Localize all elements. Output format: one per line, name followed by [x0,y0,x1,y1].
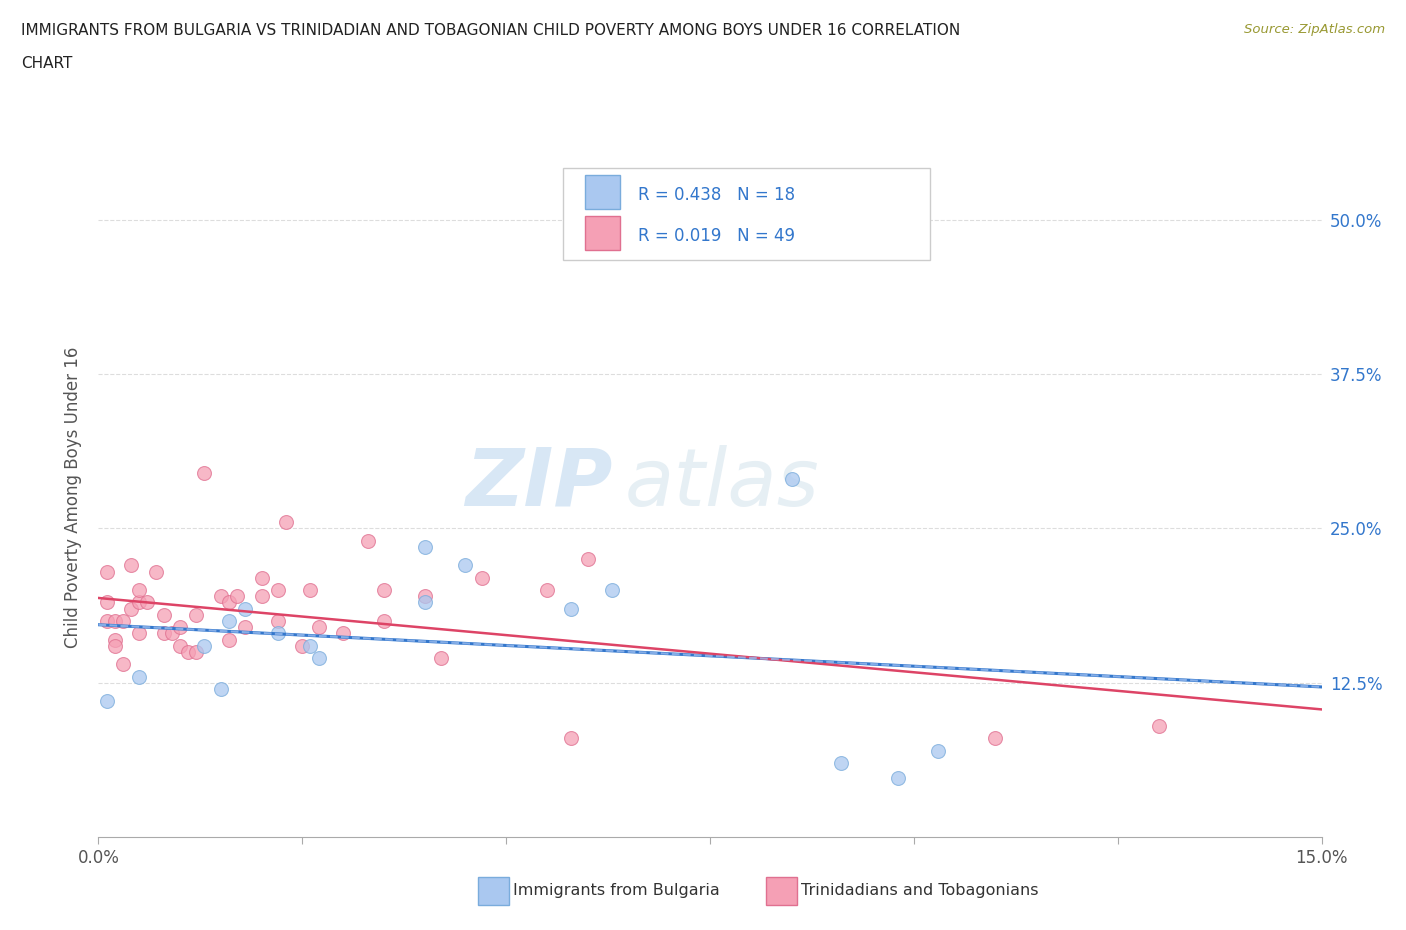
Point [250,570,273,585]
Point [96,595,118,610]
Point [250,589,273,604]
Point [120,558,142,573]
Point [1147,719,1170,734]
Point [128,626,150,641]
Point [209,682,232,697]
Point [413,539,436,554]
Point [233,619,256,634]
Point [267,614,290,629]
Point [186,644,208,659]
Point [267,583,290,598]
Point [128,669,150,684]
Point [120,601,142,616]
Point [373,583,395,598]
Point [169,638,191,653]
Point [576,551,599,566]
FancyBboxPatch shape [585,175,620,209]
Point [536,583,558,598]
Text: Immigrants from Bulgaria: Immigrants from Bulgaria [513,884,720,898]
Point [233,601,256,616]
FancyBboxPatch shape [585,216,620,250]
Point [471,570,494,585]
Point [299,638,322,653]
Point [226,589,249,604]
Point [308,619,330,634]
Point [780,472,803,486]
Text: atlas: atlas [624,445,820,523]
Point [128,595,150,610]
Point [332,626,354,641]
Text: Source: ZipAtlas.com: Source: ZipAtlas.com [1244,23,1385,36]
Point [886,770,908,785]
Point [984,731,1007,746]
Point [193,638,215,653]
Point [430,651,453,666]
Point [193,465,215,480]
Point [96,694,118,709]
Point [274,515,297,530]
Point [104,638,127,653]
Point [145,565,167,579]
FancyBboxPatch shape [564,168,931,260]
Point [128,583,150,598]
Point [373,614,395,629]
Point [356,533,378,548]
Point [104,632,127,647]
Point [927,743,949,758]
Point [209,589,232,604]
Point [111,657,134,671]
Y-axis label: Child Poverty Among Boys Under 16: Child Poverty Among Boys Under 16 [65,347,83,648]
Point [413,589,436,604]
Point [152,626,174,641]
Point [186,607,208,622]
Point [299,583,322,598]
Text: R = 0.019   N = 49: R = 0.019 N = 49 [638,227,794,246]
Text: CHART: CHART [21,56,73,71]
Point [454,558,477,573]
Point [218,595,240,610]
Point [291,638,314,653]
Text: IMMIGRANTS FROM BULGARIA VS TRINIDADIAN AND TOBAGONIAN CHILD POVERTY AMONG BOYS : IMMIGRANTS FROM BULGARIA VS TRINIDADIAN … [21,23,960,38]
Point [104,614,127,629]
Point [96,565,118,579]
Point [218,632,240,647]
Point [600,583,623,598]
Point [136,595,159,610]
Point [160,626,183,641]
Text: R = 0.438   N = 18: R = 0.438 N = 18 [638,186,794,205]
Point [560,731,582,746]
Point [177,644,200,659]
Point [111,614,134,629]
Point [267,626,290,641]
Text: ZIP: ZIP [465,445,612,523]
Point [830,755,852,770]
Point [96,614,118,629]
Text: Trinidadians and Tobagonians: Trinidadians and Tobagonians [801,884,1039,898]
Point [152,607,174,622]
Point [560,601,582,616]
Point [413,595,436,610]
Point [218,614,240,629]
Point [169,619,191,634]
Point [308,651,330,666]
